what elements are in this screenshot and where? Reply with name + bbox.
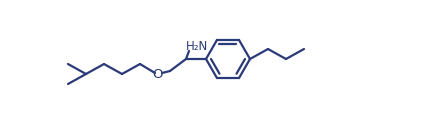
Text: H₂N: H₂N — [186, 40, 208, 53]
Text: O: O — [153, 68, 163, 81]
